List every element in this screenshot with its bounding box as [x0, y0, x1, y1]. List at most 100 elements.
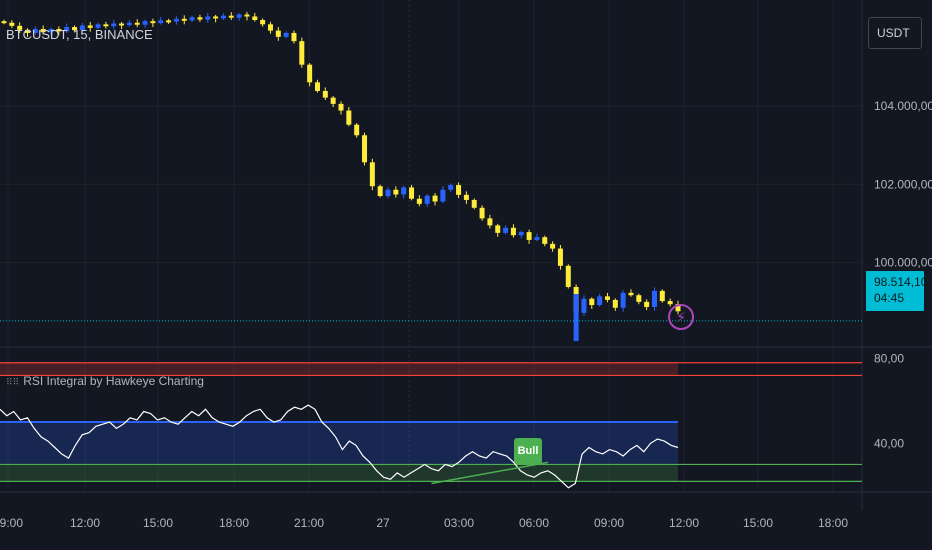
time-tick-label: 15:00: [743, 516, 773, 530]
candle-body: [651, 290, 657, 307]
indicator-handle-icon: ⠿⠿: [6, 377, 20, 387]
indicator-title[interactable]: ⠿⠿ RSI Integral by Hawkeye Charting: [6, 374, 204, 388]
overbought-zone: [0, 362, 678, 376]
candle-body: [604, 296, 610, 300]
candle-body: [205, 16, 211, 20]
candle-body: [119, 23, 125, 26]
candle-body: [362, 135, 368, 163]
candle-body: [197, 17, 203, 20]
indicator-title-text: RSI Integral by Hawkeye Charting: [23, 374, 204, 388]
time-tick-label: 21:00: [294, 516, 324, 530]
time-tick-label: 09:00: [594, 516, 624, 530]
current-price-value: 98.514,10: [874, 275, 928, 289]
chart-grid: [0, 0, 932, 510]
candle-body: [667, 301, 673, 305]
candle-body: [228, 15, 234, 18]
candle-body: [87, 25, 93, 28]
candle-body: [589, 298, 595, 306]
candle-body: [550, 243, 556, 249]
candle-body: [385, 189, 391, 197]
candle-body: [189, 17, 195, 21]
candle-body: [495, 225, 501, 233]
time-tick-label: 03:00: [444, 516, 474, 530]
time-tick-label: 18:00: [818, 516, 848, 530]
time-tick-label: 09:00: [0, 516, 23, 530]
candle-body: [79, 25, 85, 31]
candle-body: [260, 19, 266, 25]
time-tick-label: 27: [376, 516, 390, 530]
time-axis: 09:00 12:00 15:00 18:00 21:00 27 03:00 06:00 09:…: [0, 516, 848, 530]
candle-body: [1, 21, 7, 24]
oversold-zone: [0, 464, 678, 482]
candle-body: [142, 21, 148, 25]
candle-body: [424, 195, 430, 204]
candle-body: [409, 187, 415, 199]
price-tick-label: 100.000,00: [874, 256, 932, 270]
candle-body: [471, 199, 477, 208]
candle-body: [432, 195, 438, 202]
current-price-badge: 98.514,10 04:45: [866, 271, 928, 311]
candle-body: [166, 20, 172, 23]
rsi-line: [0, 404, 679, 489]
currency-button[interactable]: USDT: [868, 17, 922, 49]
candle-body: [244, 14, 250, 17]
candle-body: [181, 18, 187, 21]
candle-body: [56, 29, 62, 32]
candle-body: [150, 21, 156, 24]
candle-body: [659, 290, 665, 302]
candle-body: [307, 64, 313, 83]
bull-signal-label: Bull: [514, 438, 542, 464]
candle-body: [526, 232, 532, 240]
lightning-bolt-icon[interactable]: ⚡: [668, 304, 694, 330]
candle-body: [597, 296, 603, 306]
candle-body: [111, 23, 117, 27]
candle-body: [510, 227, 516, 236]
candle-body: [64, 27, 70, 32]
candle-body: [393, 189, 399, 195]
candle-body: [542, 237, 548, 244]
candle-body: [95, 24, 101, 28]
candle-body: [401, 187, 407, 195]
rsi-tick-label: 80,00: [874, 351, 904, 365]
candle-body: [620, 292, 626, 308]
candle-body: [416, 198, 422, 204]
rsi-tick-label: 40,00: [874, 436, 904, 450]
candle-body: [644, 301, 650, 307]
candle-body: [103, 24, 109, 27]
candle-body: [252, 16, 258, 20]
candle-body: [330, 97, 336, 104]
candle-body: [377, 186, 383, 197]
candle-body: [283, 32, 289, 37]
candle-body: [236, 14, 242, 18]
price-candles: [0, 11, 862, 342]
candle-body: [126, 22, 132, 26]
candle-body: [581, 298, 587, 313]
candle-body: [448, 185, 454, 190]
candle-body: [213, 16, 219, 19]
candle-body: [628, 292, 634, 296]
candle-body: [338, 103, 344, 111]
rsi-pane: [0, 362, 862, 489]
candle-body: [636, 295, 642, 302]
candle-body: [463, 194, 469, 200]
candle-body: [346, 110, 352, 125]
candle-body: [440, 189, 446, 202]
candle-body: [565, 265, 571, 287]
candle-body: [220, 15, 226, 19]
symbol-info[interactable]: BTCUSDT, 15, BINANCE: [6, 27, 153, 42]
candle-body: [173, 18, 179, 22]
candle-body: [573, 294, 579, 342]
candle-body: [72, 27, 78, 31]
candle-body: [487, 218, 493, 226]
candle-body: [134, 22, 140, 25]
candle-body: [612, 299, 618, 308]
candle-body: [354, 124, 360, 136]
candle-body: [518, 232, 524, 236]
bull-signal-line: [431, 461, 549, 485]
bar-countdown: 04:45: [874, 291, 905, 305]
time-tick-label: 18:00: [219, 516, 249, 530]
candle-body: [25, 29, 31, 33]
candle-body: [291, 32, 297, 42]
time-tick-label: 12:00: [669, 516, 699, 530]
